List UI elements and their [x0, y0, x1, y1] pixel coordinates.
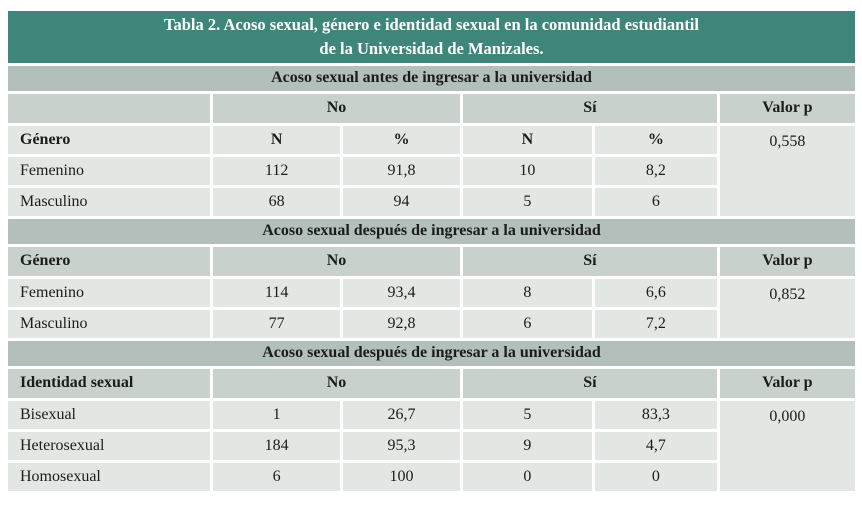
acoso-sexual-table: Tabla 2. Acoso sexual, género e identida…: [5, 8, 858, 494]
section1-sub-n-si: N: [462, 125, 592, 154]
table-title-line2: de la Universidad de Manizales.: [319, 38, 544, 58]
table-title-row: Tabla 2. Acoso sexual, género e identida…: [8, 11, 855, 63]
cell-si-pct: 7,2: [594, 309, 717, 338]
table-row: Masculino 77 92,8 6 7,2: [8, 309, 855, 338]
table-title-line1: Tabla 2. Acoso sexual, género e identida…: [164, 15, 699, 34]
section3-colheader-row: Identidad sexual No Sí Valor p: [8, 368, 855, 398]
cell-no-n: 114: [213, 278, 341, 307]
cell-si-pct: 83,3: [594, 400, 717, 429]
section2-group-label: Género: [8, 246, 211, 276]
section2-col-header-no: No: [213, 246, 460, 276]
row-label: Femenino: [8, 278, 211, 307]
row-label: Bisexual: [8, 400, 211, 429]
section2-p-value: 0,852: [719, 278, 855, 338]
cell-no-pct: 93,4: [343, 278, 460, 307]
section1-header: Acoso sexual antes de ingresar a la univ…: [8, 65, 855, 91]
row-label: Heterosexual: [8, 431, 211, 460]
section1-subheader-row: Género N % N % 0,558: [8, 125, 855, 216]
section1-p-value: 0,558: [719, 125, 855, 216]
section3-col-header-si: Sí: [462, 368, 717, 398]
cell-si-pct: 6: [594, 187, 717, 216]
cell-si-pct: 6,6: [594, 278, 717, 307]
section2-header: Acoso sexual después de ingresar a la un…: [8, 218, 855, 244]
section3-group-label: Identidad sexual: [8, 368, 211, 398]
cell-no-n: 1: [213, 400, 341, 429]
table-row: Femenino 114 93,4 8 6,6 0,852: [8, 278, 855, 338]
cell-no-n: 68: [213, 187, 341, 216]
cell-no-n: 184: [213, 431, 341, 460]
cell-no-pct: 92,8: [343, 309, 460, 338]
cell-si-pct: 0: [594, 462, 717, 491]
section1-blank-header: [8, 93, 211, 123]
section3-p-value: 0,000: [719, 400, 855, 491]
section1-group-label: Género: [8, 125, 211, 154]
section1-sub-pct-no: %: [343, 125, 460, 154]
cell-si-pct: 4,7: [594, 431, 717, 460]
table-row: Homosexual 6 100 0 0: [8, 462, 855, 491]
cell-no-pct: 91,8: [343, 156, 460, 185]
cell-si-n: 0: [462, 462, 592, 491]
section1-header-row: Acoso sexual antes de ingresar a la univ…: [8, 65, 855, 91]
section1-sub-n-no: N: [213, 125, 341, 154]
section3-header: Acoso sexual después de ingresar a la un…: [8, 340, 855, 366]
table-row: Masculino 68 94 5 6: [8, 187, 855, 216]
section1-sub-pct-si: %: [594, 125, 717, 154]
cell-si-n: 5: [462, 400, 592, 429]
row-label: Femenino: [8, 156, 211, 185]
cell-si-n: 8: [462, 278, 592, 307]
section3-col-header-valor-p: Valor p: [719, 368, 855, 398]
cell-no-n: 112: [213, 156, 341, 185]
section2-col-header-valor-p: Valor p: [719, 246, 855, 276]
section2-colheader-row: Género No Sí Valor p: [8, 246, 855, 276]
cell-no-pct: 95,3: [343, 431, 460, 460]
section1-col-header-no: No: [213, 93, 460, 123]
cell-no-n: 77: [213, 309, 341, 338]
table-title: Tabla 2. Acoso sexual, género e identida…: [8, 11, 855, 63]
row-label: Homosexual: [8, 462, 211, 491]
row-label: Masculino: [8, 187, 211, 216]
cell-si-n: 9: [462, 431, 592, 460]
row-label: Masculino: [8, 309, 211, 338]
cell-si-n: 10: [462, 156, 592, 185]
table-row: Heterosexual 184 95,3 9 4,7: [8, 431, 855, 460]
section1-colheader-row: No Sí Valor p: [8, 93, 855, 123]
cell-si-pct: 8,2: [594, 156, 717, 185]
table-row: Femenino 112 91,8 10 8,2: [8, 156, 855, 185]
section3-header-row: Acoso sexual después de ingresar a la un…: [8, 340, 855, 366]
cell-no-pct: 26,7: [343, 400, 460, 429]
table-row: Bisexual 1 26,7 5 83,3 0,000: [8, 400, 855, 491]
cell-no-pct: 94: [343, 187, 460, 216]
cell-si-n: 5: [462, 187, 592, 216]
section1-col-header-si: Sí: [462, 93, 717, 123]
section2-header-row: Acoso sexual después de ingresar a la un…: [8, 218, 855, 244]
cell-no-n: 6: [213, 462, 341, 491]
cell-si-n: 6: [462, 309, 592, 338]
section3-col-header-no: No: [213, 368, 460, 398]
cell-no-pct: 100: [343, 462, 460, 491]
section2-col-header-si: Sí: [462, 246, 717, 276]
section1-col-header-valor-p: Valor p: [719, 93, 855, 123]
